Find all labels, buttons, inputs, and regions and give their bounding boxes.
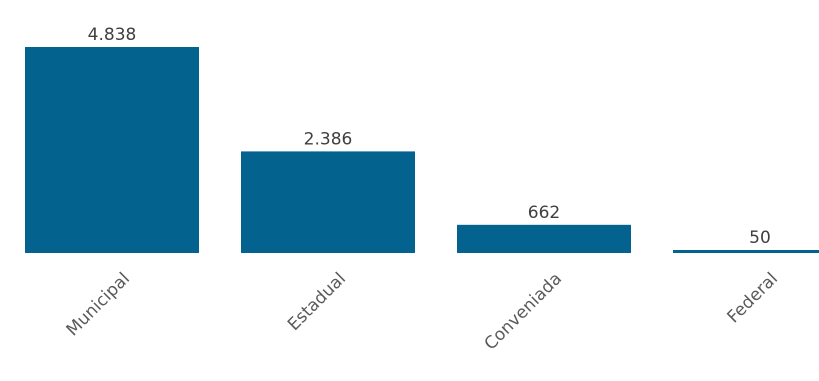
value-label-municipal: 4.838 (88, 25, 137, 45)
x-tick-label-conveniada: Conveniada (481, 269, 566, 354)
value-labels-group: 4.838 2.386 662 50 (88, 25, 771, 248)
bar-conveniada[interactable] (457, 224, 631, 253)
x-tick-label-federal: Federal (724, 269, 782, 327)
bar-municipal[interactable] (25, 47, 199, 253)
x-axis-tick-labels: Municipal Estadual Conveniada Federal (63, 269, 782, 354)
value-label-estadual: 2.386 (304, 129, 353, 149)
bar-estadual[interactable] (241, 151, 415, 253)
value-label-federal: 50 (749, 228, 771, 248)
x-tick-label-municipal: Municipal (63, 269, 134, 340)
value-label-conveniada: 662 (528, 203, 560, 223)
bar-federal[interactable] (673, 250, 819, 253)
x-tick-label-estadual: Estadual (284, 269, 350, 335)
bars-group (25, 47, 819, 253)
